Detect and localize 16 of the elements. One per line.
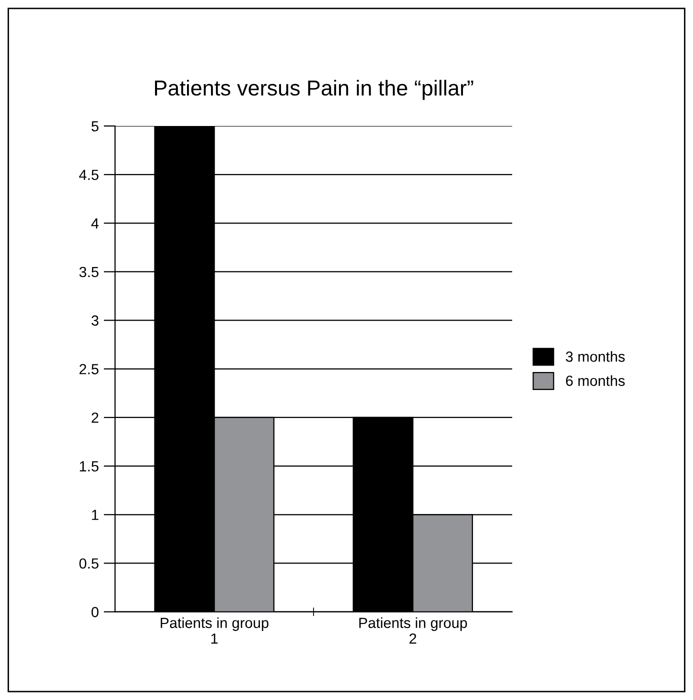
y-tick-label: 0 (92, 606, 98, 618)
y-tick-label: 0.5 (79, 558, 98, 569)
y-tick-label: 4.5 (79, 170, 98, 180)
y-tick-label: 4 (91, 218, 99, 228)
legend-label: 3 months (566, 351, 625, 362)
y-tick-label: 3.5 (79, 266, 98, 278)
y-tick-label: 5 (92, 121, 98, 132)
legend-label: 6 months (566, 375, 625, 386)
y-tick-label: 1 (92, 510, 98, 520)
y-tick-label: 2 (92, 412, 98, 423)
y-tick-label: 1.5 (80, 461, 98, 472)
y-tick-label: 3 (92, 315, 98, 326)
x-tick-label: Patients in group 2 (359, 617, 467, 644)
y-tick-label: 2.5 (80, 364, 98, 374)
chart-title: Patients versus Pain in the “pillar” (155, 80, 474, 100)
x-tick-label: Patients in group 1 (160, 617, 268, 644)
